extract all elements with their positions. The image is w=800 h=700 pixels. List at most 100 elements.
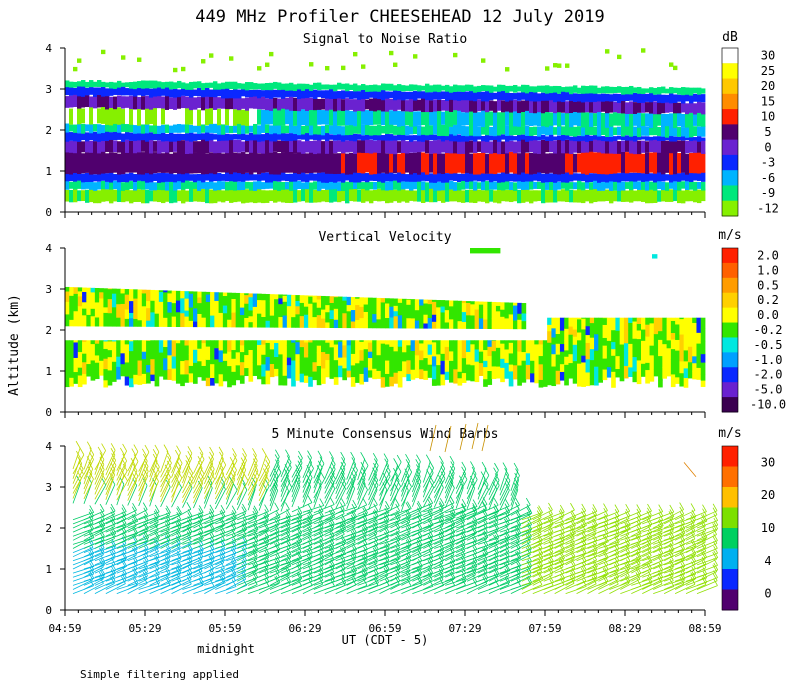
data-cell <box>301 172 306 182</box>
data-cell <box>425 173 430 182</box>
data-cell <box>85 124 90 132</box>
data-cell <box>189 124 194 133</box>
data-cell <box>623 328 629 344</box>
data-cell <box>189 151 194 174</box>
wind-barb <box>193 579 214 590</box>
colorbar-swatch <box>722 337 738 353</box>
wind-barb-flag <box>275 537 281 546</box>
data-cell <box>137 295 143 307</box>
wind-barb-flag <box>460 524 466 532</box>
data-cell <box>293 172 298 182</box>
data-cell <box>297 173 302 181</box>
data-cell <box>493 134 498 140</box>
data-cell <box>157 133 162 141</box>
wind-barb-flag <box>406 501 412 509</box>
data-cell <box>146 307 151 321</box>
wind-barb <box>269 561 292 570</box>
wind-barb <box>94 533 116 541</box>
data-cell <box>369 133 374 140</box>
data-cell <box>493 152 498 175</box>
wind-barb <box>368 479 379 501</box>
data-cell <box>167 368 173 380</box>
wind-barb <box>390 516 412 525</box>
wind-barb <box>423 548 445 558</box>
data-cell <box>133 109 138 125</box>
wind-barb <box>455 571 477 582</box>
data-cell <box>653 355 659 370</box>
data-cell <box>345 181 350 190</box>
data-cell <box>350 376 356 387</box>
data-cell <box>537 85 542 92</box>
data-cell <box>252 313 258 328</box>
wind-barb <box>138 585 160 594</box>
data-cell <box>385 97 390 112</box>
data-cell <box>129 132 134 141</box>
data-cell <box>85 94 90 108</box>
wind-barb <box>324 488 336 509</box>
data-cell <box>317 139 322 154</box>
data-cell <box>349 132 354 141</box>
colorbar-swatch <box>722 322 738 338</box>
data-cell <box>485 85 490 92</box>
wind-barb <box>160 569 182 578</box>
data-cell <box>342 312 347 329</box>
wind-barb <box>171 477 183 498</box>
data-cell <box>409 188 414 201</box>
data-cell <box>376 306 382 320</box>
wind-barb <box>357 504 378 515</box>
data-cell <box>149 132 154 141</box>
data-cell <box>497 126 502 136</box>
data-cell <box>350 309 356 322</box>
data-cell <box>602 358 608 370</box>
data-cell <box>346 304 352 312</box>
data-cell <box>677 102 682 114</box>
data-cell <box>329 134 334 140</box>
wind-barb <box>160 546 181 558</box>
data-cell <box>577 93 582 102</box>
data-cell <box>81 96 86 108</box>
wind-barb <box>302 468 314 488</box>
data-cell <box>629 139 634 154</box>
wind-barb <box>237 555 258 566</box>
data-cell <box>285 83 290 91</box>
data-cell <box>617 86 622 93</box>
data-cell <box>585 172 590 183</box>
data-cell <box>389 172 394 182</box>
data-cell <box>538 379 544 388</box>
data-cell <box>133 318 138 327</box>
data-cell <box>361 172 366 182</box>
wind-barb <box>412 535 433 545</box>
data-cell <box>325 322 330 328</box>
wind-barb <box>433 473 446 493</box>
data-cell <box>210 292 215 297</box>
data-cell <box>505 125 510 136</box>
wind-barb <box>368 511 390 521</box>
data-cell <box>333 91 338 99</box>
wind-barb-flag <box>395 513 401 521</box>
data-cell <box>633 190 638 202</box>
wind-barb <box>411 461 421 483</box>
data-cell <box>227 365 232 375</box>
data-cell <box>248 293 254 298</box>
data-cell <box>649 354 655 362</box>
data-cell <box>453 124 458 136</box>
data-cell <box>213 141 218 154</box>
data-cell <box>109 132 114 140</box>
wind-barb <box>160 481 170 503</box>
data-cell <box>598 317 603 319</box>
data-cell <box>405 190 410 203</box>
data-cell <box>445 152 450 173</box>
data-cell <box>227 305 232 320</box>
data-cell <box>397 302 403 316</box>
data-cell <box>278 297 283 305</box>
wind-barb <box>269 539 291 549</box>
data-cell <box>445 91 450 101</box>
data-cell <box>241 173 246 182</box>
data-cell <box>477 174 482 182</box>
wind-barb <box>215 516 237 525</box>
data-cell <box>628 343 633 352</box>
data-cell <box>629 101 634 114</box>
wind-barb-flag <box>275 513 281 521</box>
data-cell <box>513 136 518 141</box>
data-cell <box>478 317 484 329</box>
